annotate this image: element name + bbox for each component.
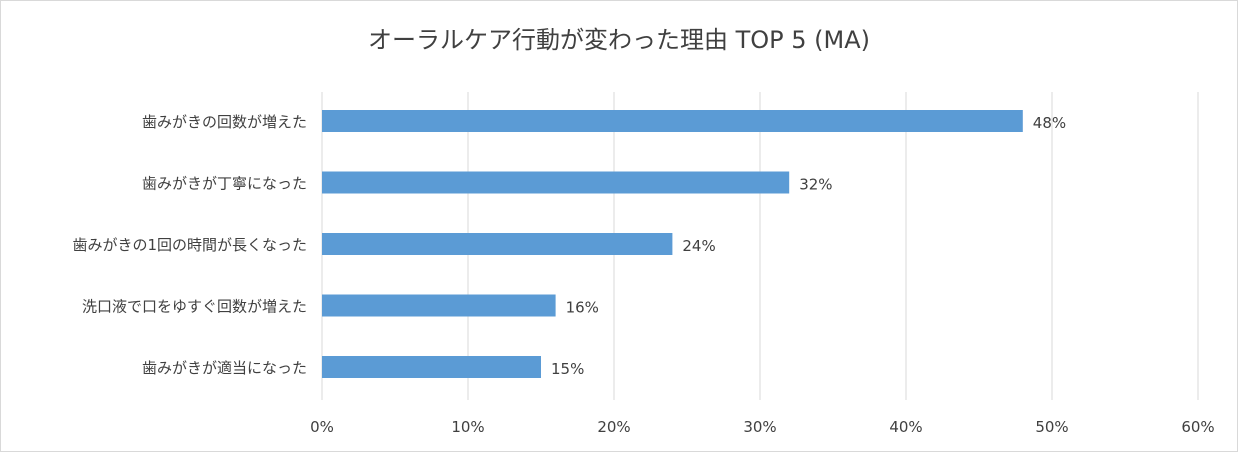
category-label: 歯みがきが丁寧になった <box>142 175 307 193</box>
category-label: 歯みがきの回数が増えた <box>142 113 307 131</box>
data-label: 24% <box>682 237 715 255</box>
data-label: 48% <box>1033 114 1066 132</box>
category-label: 歯みがきが適当になった <box>142 359 307 377</box>
bar <box>322 110 1023 132</box>
chart-title: オーラルケア行動が変わった理由 TOP 5 (MA) <box>367 26 871 54</box>
data-label: 15% <box>551 360 584 378</box>
bar <box>322 233 673 255</box>
x-tick-label: 10% <box>451 418 484 436</box>
bar <box>322 294 556 317</box>
x-tick-label: 40% <box>889 418 922 436</box>
x-tick-label: 30% <box>743 418 776 436</box>
data-label: 32% <box>799 176 832 194</box>
x-tick-label: 20% <box>597 418 630 436</box>
x-tick-label: 60% <box>1181 418 1214 436</box>
bar <box>322 356 541 378</box>
data-label: 16% <box>566 299 599 317</box>
bar <box>322 171 790 194</box>
category-label: 歯みがきの1回の時間が長くなった <box>72 236 307 254</box>
x-tick-label: 50% <box>1035 418 1068 436</box>
category-label: 洗口液で口をゆすぐ回数が増えた <box>82 298 307 316</box>
x-tick-label: 0% <box>310 418 334 436</box>
